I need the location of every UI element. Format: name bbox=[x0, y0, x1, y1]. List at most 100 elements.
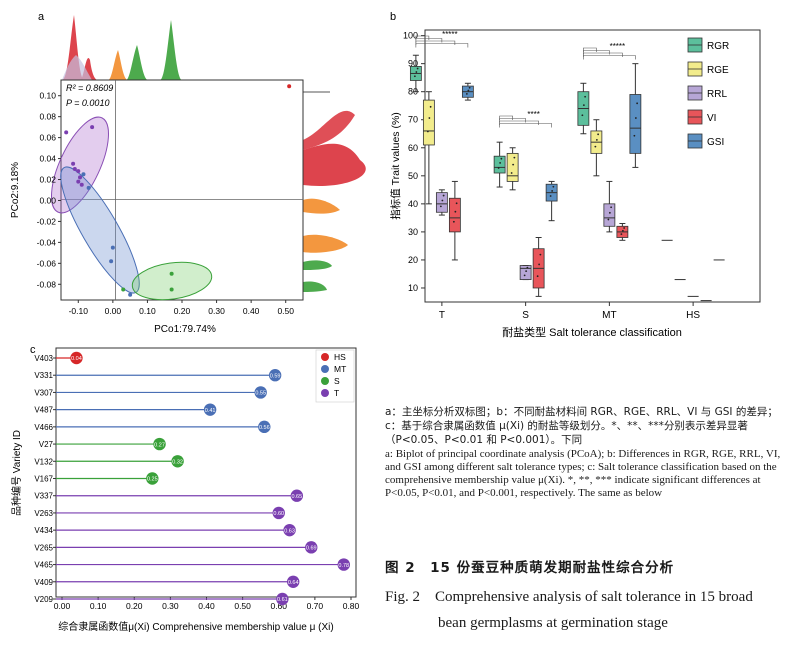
legend-dot-MT bbox=[321, 365, 329, 373]
pcoa-xtick-label: 0.10 bbox=[139, 306, 156, 316]
legend-label-GSI: GSI bbox=[707, 137, 724, 148]
variety-V434: V434 bbox=[34, 526, 53, 535]
panel-label-c: c bbox=[30, 345, 36, 356]
pcoa-y-ticks: 0.10 0.08 0.06 0.04 0.02 0.00 -0.02 -0.04 -0.06 -… bbox=[37, 91, 61, 289]
pcoa-point-T-2 bbox=[76, 169, 81, 174]
lollipop-V465: 0.78 bbox=[56, 558, 350, 571]
lollipop-plot-area bbox=[55, 347, 357, 598]
lollipop-xtick-label: 0.30 bbox=[162, 601, 179, 611]
pcoa-ytick-label: 0.06 bbox=[39, 133, 56, 143]
legend-label-VI: VI bbox=[707, 113, 716, 124]
box-ytick-label: 90 bbox=[408, 59, 418, 69]
lollipop-xtick-label: 0.50 bbox=[234, 601, 251, 611]
box-RRL-S bbox=[519, 265, 532, 281]
value-label-V209: 0.61 bbox=[277, 597, 288, 603]
box-xtick-MT: MT bbox=[602, 310, 616, 321]
box-x-label: 耐盐类型 Salt tolerance classification bbox=[502, 325, 682, 339]
value-label-V466: 0.56 bbox=[259, 425, 270, 431]
variety-V409: V409 bbox=[34, 578, 53, 587]
lollipop-V27: 0.27 bbox=[56, 437, 166, 451]
pcoa-ytick-label: -0.06 bbox=[37, 258, 57, 268]
variety-V27: V27 bbox=[39, 440, 54, 449]
lollipop-V337: 0.65 bbox=[56, 489, 304, 502]
box-RGE-MT bbox=[590, 119, 603, 177]
lollipop-V331: 0.59 bbox=[56, 369, 282, 382]
lollipop-xtick-label: 0.40 bbox=[198, 601, 215, 611]
box-RRL-MT bbox=[603, 180, 616, 233]
box-groups bbox=[409, 54, 725, 302]
variety-V466: V466 bbox=[34, 423, 53, 432]
caption-english: a: Biplot of principal coordinate analys… bbox=[385, 448, 781, 499]
pcoa-points bbox=[64, 84, 292, 297]
lollipop-V466: 0.56 bbox=[56, 420, 271, 434]
pcoa-point-T-7 bbox=[90, 125, 95, 130]
lollipop-xtick-label: 0.70 bbox=[307, 601, 324, 611]
pcoa-xtick-label: -0.10 bbox=[69, 306, 89, 316]
legend-dot-T bbox=[321, 389, 329, 397]
value-label-V434: 0.63 bbox=[284, 528, 295, 534]
ellipse-S bbox=[131, 261, 213, 301]
box-VI-MT bbox=[616, 222, 629, 241]
pcoa-point-S-1 bbox=[169, 271, 174, 276]
lollipop-V434: 0.63 bbox=[56, 523, 296, 537]
pcoa-xtick-label: 0.50 bbox=[277, 306, 294, 316]
box-ytick-label: 20 bbox=[408, 255, 418, 265]
pcoa-ytick-label: -0.02 bbox=[37, 216, 57, 226]
lollipop-V403: 0.04 bbox=[56, 351, 83, 365]
caption-chinese: a：主坐标分析双标图；b：不同耐盐材料间 RGR、RGE、RRL、VI 与 GS… bbox=[385, 406, 778, 446]
box-legend: RGR RGE RRL VI GSI bbox=[687, 37, 729, 149]
variety-V263: V263 bbox=[34, 509, 53, 518]
pcoa-point-S-2 bbox=[169, 287, 174, 292]
legend-dot-HS bbox=[321, 353, 329, 361]
pcoa-point-HS-0 bbox=[287, 84, 292, 89]
lollipop-V132: 0.32 bbox=[56, 455, 184, 468]
legend-label-RGR: RGR bbox=[707, 41, 729, 52]
pcoa-xtick-label: 0.30 bbox=[208, 306, 225, 316]
r2-annotation: R² = 0.8609 bbox=[66, 83, 113, 93]
figure-title-chinese: 图 2 15 份蚕豆种质萌发期耐盐性综合分析 bbox=[385, 560, 675, 576]
pcoa-ytick-label: 0.02 bbox=[39, 175, 56, 185]
value-label-V307: 0.55 bbox=[255, 391, 266, 397]
value-label-V465: 0.78 bbox=[338, 563, 349, 569]
variety-V465: V465 bbox=[34, 561, 53, 570]
variety-V132: V132 bbox=[34, 457, 53, 466]
pcoa-xtick-label: 0.40 bbox=[243, 306, 260, 316]
figure-title-english: Fig. 2 Comprehensive analysis of salt to… bbox=[385, 584, 785, 636]
pcoa-x-ticks: -0.10 0.00 0.10 0.20 0.30 0.40 0.50 bbox=[69, 300, 294, 316]
lollipop-xtick-label: 0.60 bbox=[270, 601, 287, 611]
lollipop-y-ticks: V403 V331 V307 V487 V466 V27 V132 V167 V337 V263 V… bbox=[34, 354, 56, 604]
legend-dot-S bbox=[321, 377, 329, 385]
top-density bbox=[62, 15, 182, 80]
value-label-V27: 0.27 bbox=[154, 442, 165, 448]
value-label-V403: 0.04 bbox=[71, 356, 82, 362]
pcoa-point-S-0 bbox=[121, 287, 126, 292]
lollipop-V167: 0.25 bbox=[56, 472, 159, 485]
box-GSI-S bbox=[545, 180, 558, 222]
box-ytick-label: 70 bbox=[408, 115, 418, 125]
lollipop-V265: 0.69 bbox=[56, 541, 318, 554]
variety-V487: V487 bbox=[34, 406, 53, 415]
pcoa-ytick-label: 0.10 bbox=[39, 91, 56, 101]
legend-label-RRL: RRL bbox=[707, 89, 727, 100]
box-VI-S bbox=[532, 237, 545, 297]
lollipop-x-label: 综合隶属函数值μ(Xi) Comprehensive membership va… bbox=[58, 620, 333, 633]
box-RGE-S bbox=[506, 147, 519, 191]
significance-MT: ***** bbox=[610, 42, 626, 51]
box-RRL-T bbox=[435, 189, 448, 216]
figure-title-english-line2: bean germplasms at germination stage bbox=[438, 615, 668, 631]
significance-T: ***** bbox=[442, 30, 458, 39]
legend-text-HS: HS bbox=[334, 352, 346, 362]
box-GSI-T bbox=[461, 82, 474, 101]
legend-text-S: S bbox=[334, 376, 340, 386]
pcoa-ytick-label: 0.08 bbox=[39, 112, 56, 122]
variety-V265: V265 bbox=[34, 543, 53, 552]
value-label-V265: 0.69 bbox=[306, 546, 317, 552]
significance-brackets: ************** bbox=[415, 30, 636, 128]
lollipop-V487: 0.41 bbox=[56, 403, 217, 416]
pcoa-point-T-6 bbox=[79, 182, 84, 187]
lollipop-xtick-label: 0.80 bbox=[343, 601, 360, 611]
lollipop-xtick-label: 0.20 bbox=[126, 601, 143, 611]
lollipop-legend: HS MT ST bbox=[315, 349, 355, 403]
legend-text-T: T bbox=[334, 388, 339, 398]
